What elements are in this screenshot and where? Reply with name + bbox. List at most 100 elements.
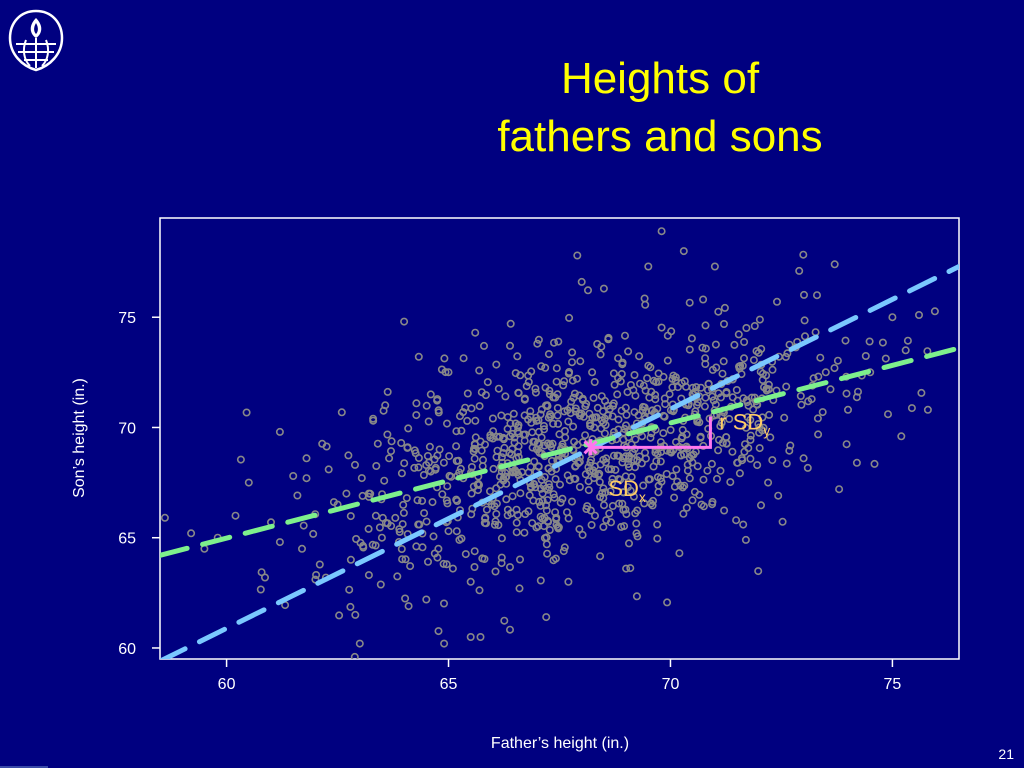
data-point [651, 395, 660, 404]
data-point [607, 478, 616, 487]
data-point [381, 401, 390, 410]
data-point [600, 429, 609, 438]
data-point [672, 465, 681, 474]
data-point [568, 348, 577, 357]
data-point [565, 313, 574, 322]
data-point [584, 486, 593, 495]
data-point [466, 577, 475, 586]
data-point [434, 544, 443, 553]
data-point [475, 586, 484, 595]
data-point [526, 412, 535, 421]
data-point [813, 414, 822, 423]
data-point [492, 509, 501, 518]
data-point [668, 383, 677, 392]
data-point [489, 464, 498, 473]
data-point [778, 517, 787, 526]
data-point [656, 457, 665, 466]
data-point [914, 310, 923, 319]
data-point [753, 461, 762, 470]
data-point [554, 419, 563, 428]
y-tick-label: 75 [118, 310, 136, 327]
data-point [833, 356, 842, 365]
data-point [537, 362, 546, 371]
data-point [442, 496, 451, 505]
data-point [445, 471, 454, 480]
data-point [455, 535, 464, 544]
data-point [492, 499, 501, 508]
data-point [635, 379, 644, 388]
data-point [419, 470, 428, 479]
data-point [783, 349, 792, 358]
data-point [614, 415, 623, 424]
data-point [516, 371, 525, 380]
data-point [681, 382, 690, 391]
data-point [614, 475, 623, 484]
data-point [536, 576, 545, 585]
data-point [816, 353, 825, 362]
data-point [512, 518, 521, 527]
data-point [525, 491, 534, 500]
data-point [881, 354, 890, 363]
data-point [570, 389, 579, 398]
data-point [746, 454, 755, 463]
data-point [680, 481, 689, 490]
data-point [622, 410, 631, 419]
data-point [470, 454, 479, 463]
data-point [897, 432, 906, 441]
data-point [772, 297, 781, 306]
data-point [646, 433, 655, 442]
data-point [456, 464, 465, 473]
data-point [799, 250, 808, 259]
data-point [443, 482, 452, 491]
data-point [401, 594, 410, 603]
data-point [337, 408, 346, 417]
data-point [660, 394, 669, 403]
data-point [448, 564, 457, 573]
data-point [495, 432, 504, 441]
data-point [520, 395, 529, 404]
data-point [585, 409, 594, 418]
y-tick-label: 60 [118, 641, 136, 658]
data-point [679, 509, 688, 518]
data-point [513, 352, 522, 361]
data-point [746, 435, 755, 444]
data-point [590, 462, 599, 471]
data-point [564, 577, 573, 586]
data-point [539, 421, 548, 430]
data-point [662, 469, 671, 478]
data-point [842, 389, 851, 398]
data-point [811, 328, 820, 337]
data-point [660, 412, 669, 421]
data-point [786, 441, 795, 450]
data-point [551, 554, 560, 563]
data-point [476, 632, 485, 641]
data-point [852, 458, 861, 467]
rsdy-annotation: r SDy [719, 410, 770, 439]
data-point [541, 401, 550, 410]
data-point [481, 391, 490, 400]
data-point [596, 350, 605, 359]
data-point [649, 462, 658, 471]
data-point [653, 534, 662, 543]
data-point [648, 406, 657, 415]
data-point [552, 364, 561, 373]
data-point [766, 433, 775, 442]
data-point [551, 475, 560, 484]
data-point [754, 567, 763, 576]
data-point [350, 652, 359, 659]
data-point [434, 408, 443, 417]
data-point [570, 474, 579, 483]
data-point [442, 560, 451, 569]
data-point [699, 295, 708, 304]
data-point [594, 471, 603, 480]
data-point [648, 501, 657, 510]
data-point [690, 487, 699, 496]
sdx-annotation: SDx [608, 476, 646, 505]
data-point [749, 405, 758, 414]
data-point [533, 339, 542, 348]
data-point [350, 460, 359, 469]
data-point [812, 291, 821, 300]
data-point [617, 522, 626, 531]
data-point [160, 513, 169, 522]
